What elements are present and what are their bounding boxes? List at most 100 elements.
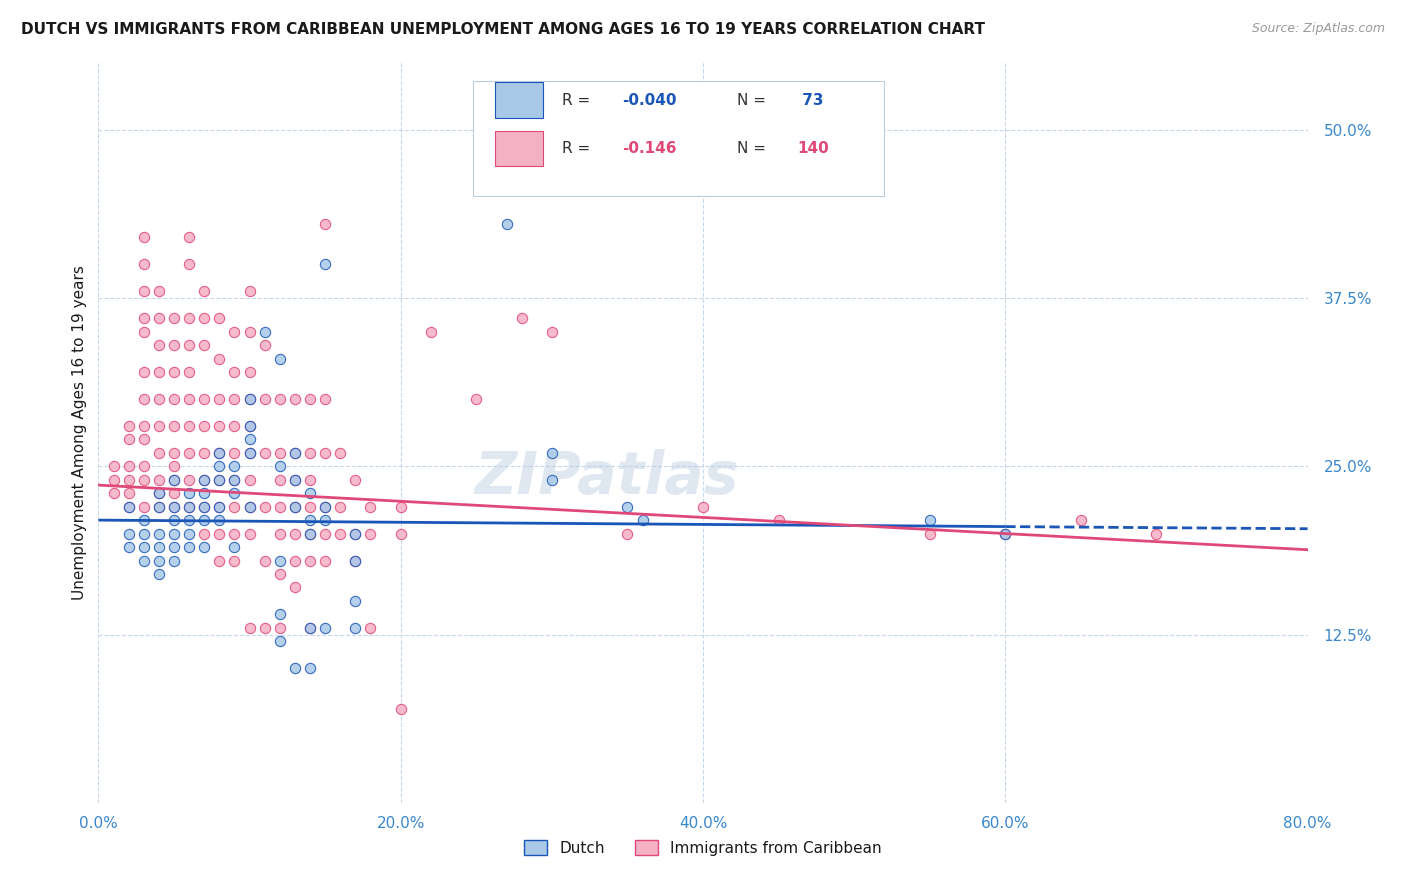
Point [284, 446, 307, 460]
Point [465, 392, 488, 406]
Point [239, 526, 262, 541]
Point [239, 433, 262, 447]
Point [314, 217, 336, 231]
Point [994, 526, 1017, 541]
Text: -0.040: -0.040 [621, 93, 676, 108]
Point [148, 486, 170, 500]
Point [239, 473, 262, 487]
Point [148, 392, 170, 406]
Point [118, 473, 141, 487]
Point [163, 446, 186, 460]
Point [299, 526, 322, 541]
Point [284, 553, 307, 567]
Point [269, 392, 291, 406]
Point [299, 513, 322, 527]
Point [179, 473, 201, 487]
Point [193, 311, 215, 326]
Point [193, 500, 215, 514]
Point [253, 621, 276, 635]
Point [314, 513, 336, 527]
Point [163, 473, 186, 487]
Point [132, 513, 155, 527]
Point [269, 446, 291, 460]
Point [918, 513, 941, 527]
Point [269, 351, 291, 366]
Point [692, 500, 714, 514]
Point [148, 526, 170, 541]
Point [540, 325, 562, 339]
Point [163, 553, 186, 567]
Text: 140: 140 [797, 141, 830, 156]
Point [253, 500, 276, 514]
Point [284, 526, 307, 541]
Point [179, 392, 201, 406]
Point [193, 418, 215, 433]
Point [193, 486, 215, 500]
Point [314, 446, 336, 460]
Point [103, 459, 125, 474]
Point [132, 230, 155, 244]
Point [208, 513, 231, 527]
Point [344, 594, 367, 608]
Point [132, 526, 155, 541]
Bar [474, 81, 884, 195]
Point [208, 459, 231, 474]
Point [132, 418, 155, 433]
Point [314, 621, 336, 635]
Point [132, 500, 155, 514]
Point [163, 418, 186, 433]
Text: R =: R = [561, 93, 595, 108]
Point [540, 446, 562, 460]
Point [299, 553, 322, 567]
Point [118, 500, 141, 514]
Point [329, 526, 352, 541]
Point [284, 473, 307, 487]
Point [132, 392, 155, 406]
Point [224, 486, 246, 500]
Point [1144, 526, 1167, 541]
Point [239, 365, 262, 379]
Point [208, 526, 231, 541]
Legend: Dutch, Immigrants from Caribbean: Dutch, Immigrants from Caribbean [517, 834, 889, 862]
Point [224, 392, 246, 406]
Text: N =: N = [737, 141, 770, 156]
Point [224, 540, 246, 554]
Point [224, 553, 246, 567]
Point [314, 500, 336, 514]
Point [299, 392, 322, 406]
Point [314, 257, 336, 271]
Point [389, 526, 412, 541]
Point [179, 486, 201, 500]
Point [224, 365, 246, 379]
Point [179, 365, 201, 379]
Point [163, 500, 186, 514]
Point [163, 392, 186, 406]
Point [253, 325, 276, 339]
Point [299, 621, 322, 635]
Point [148, 553, 170, 567]
Point [193, 338, 215, 352]
Point [163, 526, 186, 541]
Point [299, 526, 322, 541]
Point [314, 553, 336, 567]
Point [360, 500, 382, 514]
Point [179, 418, 201, 433]
Point [299, 486, 322, 500]
Point [253, 446, 276, 460]
Point [193, 473, 215, 487]
Point [329, 446, 352, 460]
Point [299, 473, 322, 487]
Point [224, 446, 246, 460]
Point [163, 513, 186, 527]
Point [329, 500, 352, 514]
Point [344, 553, 367, 567]
Point [616, 500, 638, 514]
Point [208, 446, 231, 460]
Point [510, 311, 533, 326]
Point [132, 311, 155, 326]
Bar [495, 130, 543, 166]
Point [269, 473, 291, 487]
Point [208, 473, 231, 487]
Point [179, 446, 201, 460]
Point [193, 392, 215, 406]
